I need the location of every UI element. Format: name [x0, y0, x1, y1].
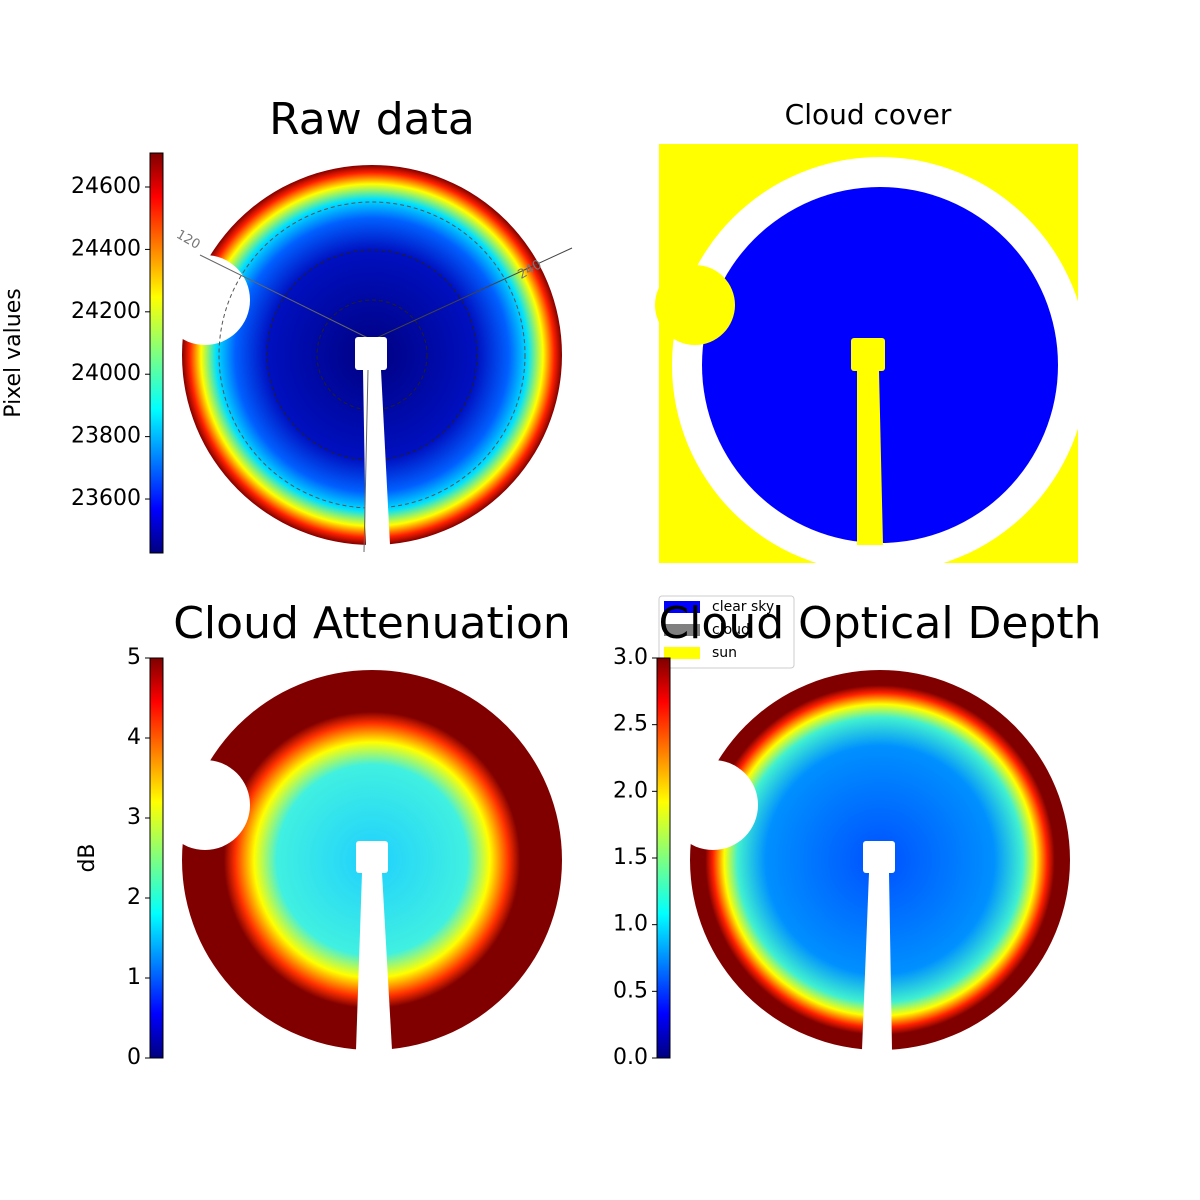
- colorbar: [149, 657, 164, 1059]
- colorbar-tick-label: 2: [127, 885, 141, 910]
- colorbar-tick-label: 23800: [71, 424, 141, 449]
- panel-title: Cloud Optical Depth: [658, 598, 1101, 649]
- colorbar-tick-label: 24200: [71, 299, 141, 324]
- colorbar-label: Pixel values: [1, 288, 26, 417]
- colorbar: [149, 152, 164, 554]
- legend-patch: [664, 601, 700, 613]
- raw-image: [160, 165, 573, 553]
- colorbar-tick-label: 24000: [71, 361, 141, 386]
- colorbar-tick-label: 3.0: [613, 645, 648, 670]
- cloud-cover-image: [655, 144, 1088, 573]
- polar-annotation: 120: [173, 227, 202, 252]
- colorbar-label: dB: [75, 843, 100, 872]
- legend-patch: [664, 624, 700, 636]
- colorbar-tick-label: 3: [127, 805, 141, 830]
- legend-patch: [664, 647, 700, 659]
- colorbar-tick-label: 0.0: [613, 1045, 648, 1070]
- colorbar: [656, 657, 671, 1059]
- colorbar-tick-label: 24600: [71, 174, 141, 199]
- legend-label: cloud: [712, 622, 750, 638]
- colorbar-tick-label: 4: [127, 725, 141, 750]
- optical-depth-image: [668, 670, 1070, 1050]
- legend-label: sun: [712, 645, 737, 661]
- legend-label: clear sky: [712, 599, 774, 615]
- panel-title: Cloud Attenuation: [173, 598, 571, 649]
- colorbar-tick-label: 2.5: [613, 712, 648, 737]
- panel-title: Cloud cover: [785, 98, 952, 131]
- panel-title: Raw data: [269, 94, 475, 145]
- colorbar-tick-label: 5: [127, 645, 141, 670]
- colorbar-tick-label: 0: [127, 1045, 141, 1070]
- colorbar-tick-label: 1.0: [613, 912, 648, 937]
- colorbar-tick-label: 2.0: [613, 778, 648, 803]
- colorbar-tick-label: 0.5: [613, 978, 648, 1003]
- attenuation-image: [160, 670, 562, 1050]
- colorbar-tick-label: 1.5: [613, 845, 648, 870]
- colorbar-tick-label: 24400: [71, 236, 141, 261]
- colorbar-tick-label: 1: [127, 965, 141, 990]
- colorbar-tick-label: 23600: [71, 486, 141, 511]
